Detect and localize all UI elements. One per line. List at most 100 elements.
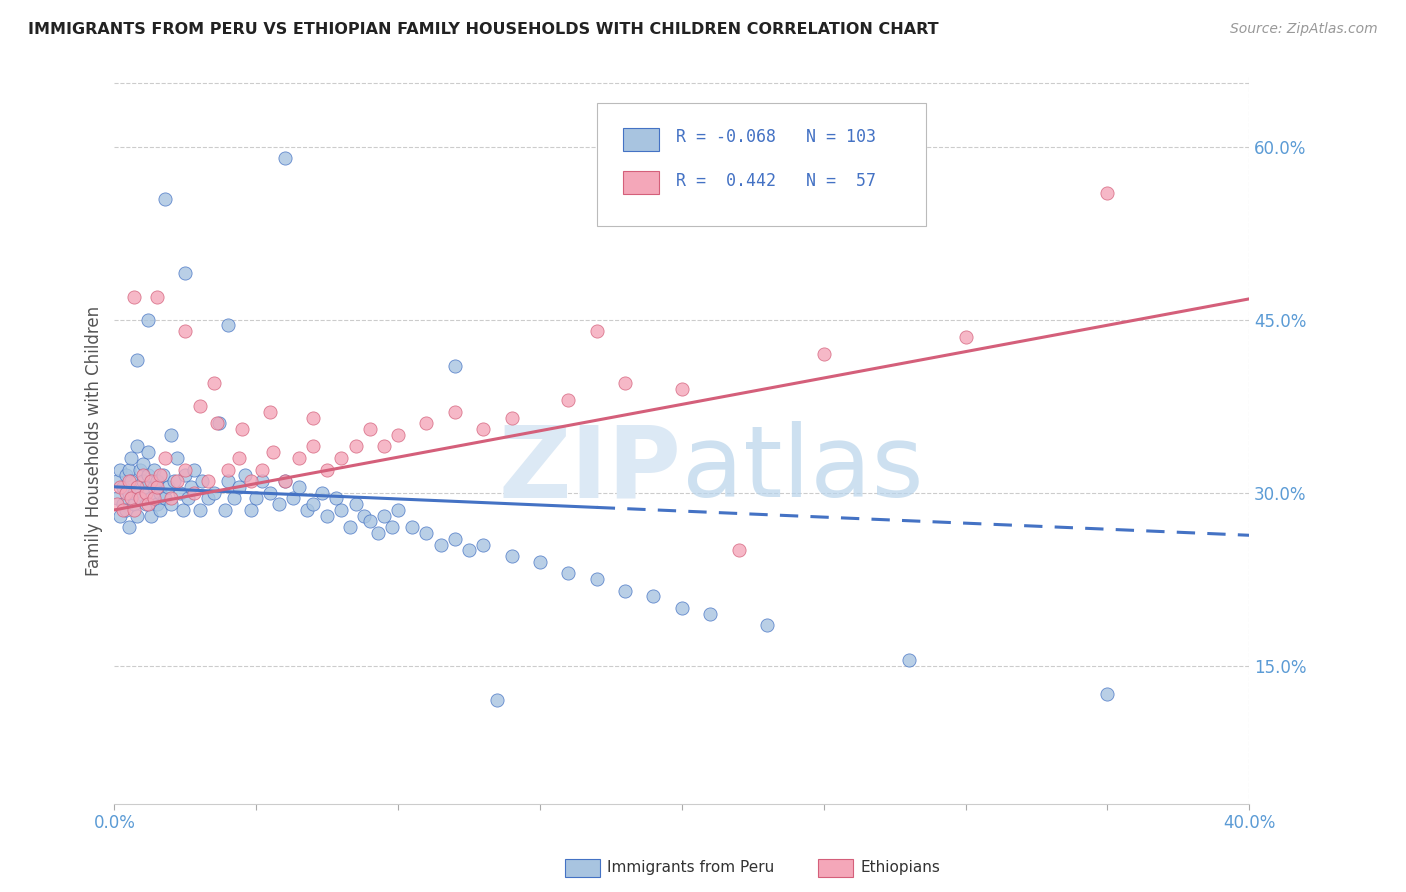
Point <box>614 583 637 598</box>
Point <box>135 497 157 511</box>
Point <box>120 474 142 488</box>
Point <box>283 491 305 506</box>
Point <box>169 485 191 500</box>
Point <box>108 480 131 494</box>
Point <box>472 422 495 436</box>
Point <box>330 503 353 517</box>
Point <box>217 318 239 333</box>
Point <box>444 359 467 373</box>
Point <box>155 491 177 506</box>
Point <box>105 497 128 511</box>
Point <box>146 480 169 494</box>
Point <box>344 440 367 454</box>
Point <box>141 491 163 506</box>
Text: Source: ZipAtlas.com: Source: ZipAtlas.com <box>1230 22 1378 37</box>
Point <box>149 468 172 483</box>
Point <box>316 508 339 523</box>
Point <box>197 474 219 488</box>
Point <box>160 497 183 511</box>
Point <box>228 480 250 494</box>
Point <box>111 497 134 511</box>
Point <box>132 468 155 483</box>
Point <box>367 526 389 541</box>
Text: ZIP: ZIP <box>499 421 682 518</box>
Point <box>699 607 721 621</box>
Point <box>146 289 169 303</box>
Point <box>233 468 256 483</box>
Point <box>217 462 239 476</box>
Point <box>129 462 152 476</box>
Point <box>316 462 339 476</box>
Point <box>160 428 183 442</box>
Point <box>1097 688 1119 702</box>
FancyBboxPatch shape <box>596 103 925 227</box>
Point <box>117 485 139 500</box>
Point <box>174 267 197 281</box>
Point <box>117 474 139 488</box>
Point <box>273 474 295 488</box>
Point <box>208 417 231 431</box>
Point <box>501 549 523 563</box>
Point <box>117 520 139 534</box>
Text: R =  0.442   N =  57: R = 0.442 N = 57 <box>676 171 876 190</box>
Point <box>163 474 186 488</box>
Point <box>297 503 319 517</box>
Point <box>217 474 239 488</box>
Point <box>444 532 467 546</box>
Point <box>458 543 481 558</box>
Point <box>359 515 381 529</box>
Point <box>897 653 920 667</box>
Point <box>143 480 166 494</box>
Point <box>138 468 160 483</box>
Point <box>472 537 495 551</box>
Point <box>955 330 977 344</box>
Point <box>267 497 290 511</box>
Point <box>188 399 211 413</box>
Point <box>138 497 160 511</box>
FancyBboxPatch shape <box>623 128 659 151</box>
Point <box>557 566 579 581</box>
Point <box>373 440 395 454</box>
Text: atlas: atlas <box>682 421 924 518</box>
Point <box>373 508 395 523</box>
Point <box>585 324 607 338</box>
Point <box>127 508 149 523</box>
Point <box>529 555 551 569</box>
Point <box>127 353 149 368</box>
Point <box>387 503 409 517</box>
Point <box>486 693 509 707</box>
Point <box>141 508 163 523</box>
Point <box>183 462 205 476</box>
Point <box>557 393 579 408</box>
Point <box>135 480 157 494</box>
Point <box>120 450 142 465</box>
Point <box>122 503 145 517</box>
Point <box>755 618 778 632</box>
Text: Ethiopians: Ethiopians <box>860 861 941 875</box>
Point <box>614 376 637 390</box>
Point <box>105 474 128 488</box>
Point <box>222 491 245 506</box>
Point <box>202 485 225 500</box>
Text: Immigrants from Peru: Immigrants from Peru <box>607 861 775 875</box>
Text: R = -0.068   N = 103: R = -0.068 N = 103 <box>676 128 876 146</box>
Point <box>141 474 163 488</box>
Point <box>177 491 200 506</box>
Point <box>174 324 197 338</box>
Point <box>415 417 437 431</box>
Point <box>813 347 835 361</box>
Point <box>228 450 250 465</box>
Point <box>344 497 367 511</box>
Point <box>250 462 273 476</box>
Point <box>155 450 177 465</box>
Point <box>138 312 160 326</box>
Point <box>111 503 134 517</box>
Point <box>1097 186 1119 200</box>
Point <box>135 485 157 500</box>
Point <box>429 537 451 551</box>
Point <box>143 462 166 476</box>
Point <box>127 440 149 454</box>
Point <box>180 480 202 494</box>
Point <box>288 480 311 494</box>
Point <box>501 410 523 425</box>
